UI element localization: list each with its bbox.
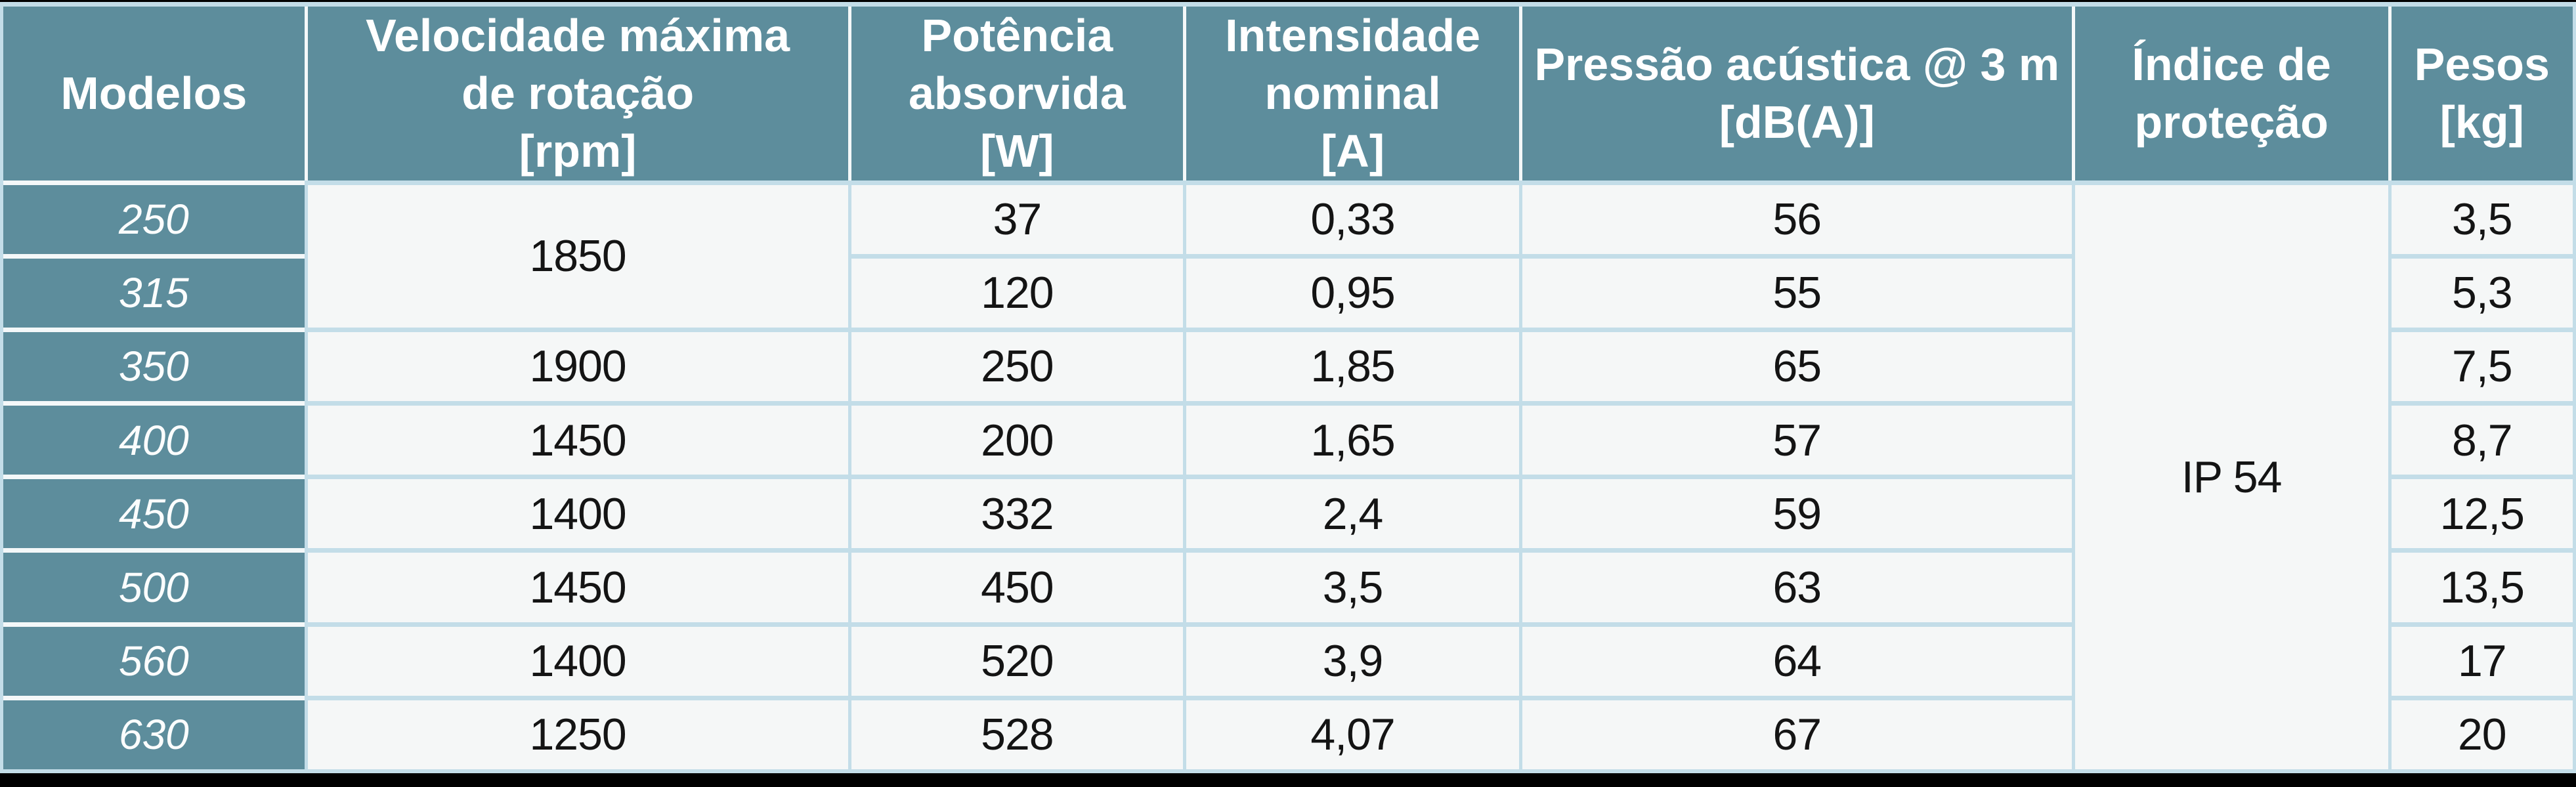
table-header: Modelos Velocidade máxima de rotação [rp… [3, 7, 2573, 181]
potencia-cell: 520 [848, 622, 1184, 696]
table-row-450: 450 1400 332 2,4 59 12,5 [3, 475, 2573, 549]
velocidade-cell: 1450 [304, 401, 848, 475]
table-row-400: 400 1450 200 1,65 57 8,7 [3, 401, 2573, 475]
fan-spec-table: Modelos Velocidade máxima de rotação [rp… [3, 7, 2573, 769]
pressao-cell: 57 [1518, 401, 2072, 475]
pesos-cell: 8,7 [2388, 401, 2573, 475]
col-header-indice: Índice de proteção [2071, 7, 2388, 181]
table-row-250: 250 1850 37 0,33 56 IP 54 3,5 [3, 180, 2573, 769]
table-row-315: 315 120 0,95 55 5,3 [3, 253, 2573, 328]
intensidade-cell: 0,33 [1183, 180, 1519, 254]
pesos-cell: 17 [2388, 622, 2573, 696]
potencia-cell: 120 [848, 253, 1184, 328]
potencia-cell: 250 [848, 327, 1184, 402]
potencia-cell: 528 [848, 695, 1184, 769]
col-header-pressao: Pressão acústica @ 3 m [dB(A)] [1518, 7, 2072, 181]
col-header-potencia: Potência absorvida [W] [848, 7, 1184, 181]
header-row: Modelos Velocidade máxima de rotação [rp… [3, 7, 2573, 181]
pressao-cell: 64 [1518, 622, 2072, 696]
intensidade-cell: 2,4 [1183, 475, 1519, 549]
col-header-velocidade: Velocidade máxima de rotação [rpm] [304, 7, 848, 181]
model-cell: 400 [3, 401, 305, 475]
model-cell: 450 [3, 475, 305, 549]
potencia-cell: 37 [848, 180, 1184, 254]
intensidade-cell: 0,95 [1183, 253, 1519, 328]
model-cell: 630 [3, 695, 305, 769]
pressao-cell: 59 [1518, 475, 2072, 549]
potencia-cell: 200 [848, 401, 1184, 475]
intensidade-cell: 4,07 [1183, 695, 1519, 769]
col-header-intensidade: Intensidade nominal [A] [1183, 7, 1519, 181]
spec-table-border: Modelos Velocidade máxima de rotação [rp… [0, 2, 2576, 773]
velocidade-cell: 1250 [304, 695, 848, 769]
col-header-pesos: Pesos [kg] [2388, 7, 2573, 181]
model-cell: 350 [3, 327, 305, 402]
velocidade-cell-merged: 1850 [304, 180, 848, 328]
table-row-500: 500 1450 450 3,5 63 13,5 [3, 548, 2573, 622]
pressao-cell: 55 [1518, 253, 2072, 328]
table-body: 250 1850 37 0,33 56 IP 54 3,5 315 120 0,… [3, 180, 2573, 769]
pesos-cell: 12,5 [2388, 475, 2573, 549]
model-cell: 315 [3, 253, 305, 328]
pressao-cell: 63 [1518, 548, 2072, 622]
model-cell: 250 [3, 180, 305, 254]
table-row-350: 350 1900 250 1,85 65 7,5 [3, 327, 2573, 402]
velocidade-cell: 1400 [304, 622, 848, 696]
pesos-cell: 13,5 [2388, 548, 2573, 622]
model-cell: 560 [3, 622, 305, 696]
pesos-cell: 20 [2388, 695, 2573, 769]
pressao-cell: 56 [1518, 180, 2072, 254]
col-header-modelos: Modelos [3, 7, 305, 181]
velocidade-cell: 1900 [304, 327, 848, 402]
pesos-cell: 3,5 [2388, 180, 2573, 254]
indice-protecao-cell-merged: IP 54 [2071, 180, 2388, 769]
table-row-630: 630 1250 528 4,07 67 20 [3, 695, 2573, 769]
intensidade-cell: 3,9 [1183, 622, 1519, 696]
table-row-560: 560 1400 520 3,9 64 17 [3, 622, 2573, 696]
velocidade-cell: 1400 [304, 475, 848, 549]
model-cell: 500 [3, 548, 305, 622]
pressao-cell: 65 [1518, 327, 2072, 402]
intensidade-cell: 1,65 [1183, 401, 1519, 475]
velocidade-cell: 1450 [304, 548, 848, 622]
intensidade-cell: 3,5 [1183, 548, 1519, 622]
potencia-cell: 332 [848, 475, 1184, 549]
potencia-cell: 450 [848, 548, 1184, 622]
pesos-cell: 5,3 [2388, 253, 2573, 328]
pesos-cell: 7,5 [2388, 327, 2573, 402]
pressao-cell: 67 [1518, 695, 2072, 769]
intensidade-cell: 1,85 [1183, 327, 1519, 402]
